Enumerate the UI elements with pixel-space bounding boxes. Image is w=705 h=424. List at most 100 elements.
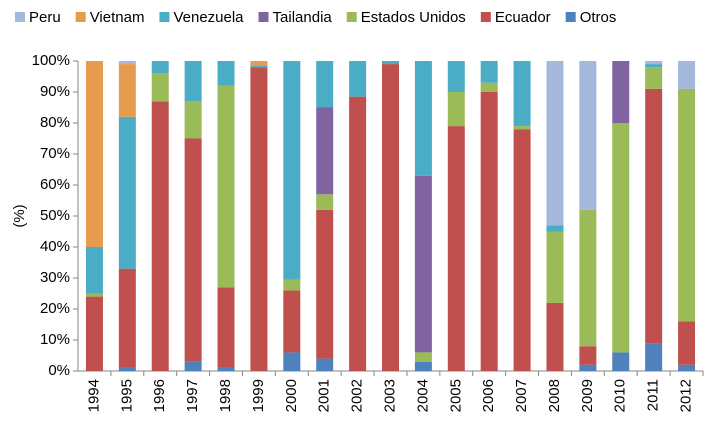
bar-segment	[480, 61, 498, 83]
x-tick-label: 2002	[349, 379, 366, 412]
x-tick-label: 1998	[217, 379, 234, 412]
bar-segment	[382, 64, 399, 371]
bar-segment	[645, 88, 663, 344]
y-tick-label: 10%	[40, 331, 70, 348]
bar-segment	[645, 64, 663, 68]
bar-segment	[447, 92, 465, 127]
y-tick-label: 70%	[40, 145, 70, 162]
bar-segment	[447, 61, 465, 92]
legend-label: Tailandia	[273, 9, 333, 26]
bar-segment	[447, 126, 465, 371]
bar-segment	[349, 96, 367, 372]
bar-segment	[184, 101, 202, 139]
x-tick-label: 2005	[447, 379, 464, 412]
bar-segment	[85, 61, 103, 247]
bar-segment	[118, 367, 136, 371]
bar-segment	[85, 247, 103, 294]
bar-segment	[118, 268, 136, 368]
bar-segment	[546, 231, 564, 303]
bar-segment	[645, 343, 663, 371]
bar-segment	[349, 61, 367, 97]
bar-segment	[118, 116, 136, 269]
bar-segment	[513, 61, 531, 127]
x-tick-label: 2011	[645, 379, 662, 411]
bar-segment	[151, 61, 169, 74]
bar-segment	[546, 225, 564, 232]
x-tick-label: 2004	[414, 379, 431, 412]
bar-segment	[250, 67, 268, 371]
y-tick-label: 100%	[32, 52, 70, 69]
legend-label: Venezuela	[173, 9, 244, 26]
y-tick-label: 40%	[40, 238, 70, 255]
bar-segment	[414, 361, 432, 371]
bar-segment	[678, 88, 696, 322]
bar-segment	[579, 61, 597, 210]
y-tick-label: 30%	[40, 269, 70, 286]
bar-segment	[118, 64, 136, 117]
legend-swatch	[346, 12, 357, 22]
bar-segment	[579, 346, 597, 365]
x-tick-label: 2001	[316, 379, 333, 412]
legend-label: Ecuador	[495, 9, 551, 26]
bar-segment	[678, 364, 696, 371]
y-tick-label: 80%	[40, 114, 70, 131]
bar-segment	[612, 61, 630, 123]
bar-segment	[546, 61, 564, 226]
bar-segment	[217, 367, 235, 371]
x-tick-label: 1994	[85, 379, 102, 412]
legend-swatch	[480, 12, 491, 22]
legend-swatch	[258, 12, 269, 22]
bar-segment	[382, 61, 399, 65]
y-tick-label: 50%	[40, 207, 70, 224]
bar-segment	[151, 73, 169, 102]
bar-segment	[414, 175, 432, 353]
x-tick-label: 2000	[283, 379, 300, 412]
x-tick-label: 2010	[612, 379, 629, 412]
bar-segment	[316, 61, 334, 108]
legend-swatch	[159, 12, 170, 22]
legend-label: Peru	[29, 9, 61, 26]
x-tick-label: 2009	[579, 379, 596, 412]
legend-swatch	[75, 12, 86, 22]
bar-segment	[612, 352, 630, 371]
bar-segment	[217, 61, 235, 86]
legend-label: Otros	[580, 9, 617, 26]
bar-segment	[217, 85, 235, 288]
bar-segment	[579, 209, 597, 347]
bar-segment	[645, 61, 663, 65]
bar-segment	[85, 293, 103, 297]
bar-segment	[414, 61, 432, 176]
x-tick-label: 1999	[250, 379, 267, 412]
bar-segment	[283, 290, 301, 353]
bar-segment	[283, 352, 301, 371]
bar-segment	[316, 209, 334, 359]
legend-swatch	[565, 12, 576, 22]
bar-segment	[184, 61, 202, 102]
bar-segment	[283, 279, 301, 291]
bar-segment	[217, 287, 235, 368]
bar-segment	[513, 129, 531, 371]
y-tick-label: 90%	[40, 83, 70, 100]
bar-segment	[480, 82, 498, 92]
bar-segment	[612, 123, 630, 353]
x-tick-label: 2007	[513, 379, 530, 412]
bar-segment	[184, 138, 202, 362]
bar-segment	[513, 126, 531, 130]
bar-segment	[678, 321, 696, 365]
bar-segment	[85, 296, 103, 371]
x-tick-label: 1995	[118, 379, 135, 412]
y-axis-label: (%)	[11, 204, 28, 227]
bar-segment	[118, 61, 136, 65]
x-tick-label: 2012	[678, 379, 695, 412]
y-tick-label: 60%	[40, 176, 70, 193]
bar-segment	[316, 358, 334, 371]
y-tick-label: 0%	[48, 362, 70, 379]
bar-segment	[678, 61, 696, 89]
x-tick-label: 1996	[151, 379, 168, 412]
bar-segment	[480, 92, 498, 371]
legend-label: Vietnam	[90, 9, 145, 26]
legend-label: Estados Unidos	[361, 9, 466, 26]
x-tick-label: 1997	[184, 379, 201, 412]
bar-segment	[250, 61, 268, 66]
